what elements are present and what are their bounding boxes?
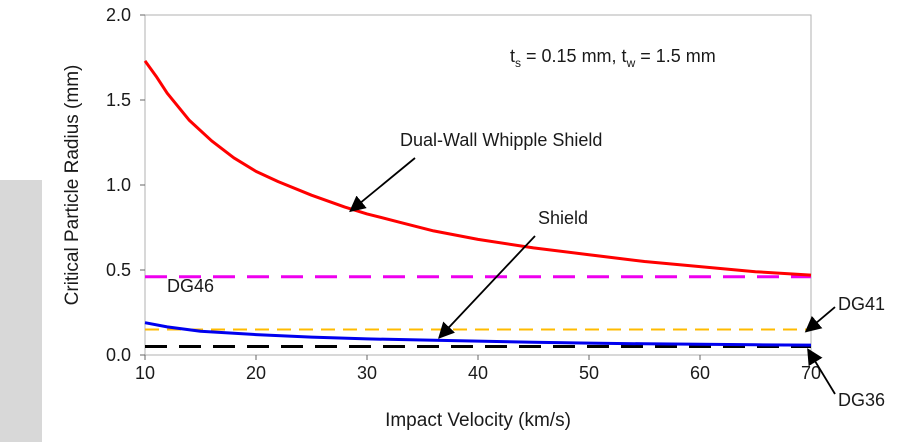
y-tick-label: 2.0 [106,5,131,25]
y-tick-label: 1.5 [106,90,131,110]
plot-area [144,14,812,356]
x-tick-label: 10 [135,363,155,383]
side-panel [0,180,42,442]
annotation-dg46-label: DG46 [167,276,214,296]
params-mid: = 0.15 mm, t [521,46,627,66]
arrow-whipple [349,157,416,213]
series-line-shield [144,321,812,347]
x-tick-label: 40 [468,363,488,383]
x-tick-label: 60 [690,363,710,383]
arrow-dg36 [807,348,836,395]
x-tick-label: 20 [246,363,266,383]
annotation-dg36-label: DG36 [838,390,885,410]
reference-lines [145,275,811,348]
params-suffix: = 1.5 mm [635,46,716,66]
params-label: ts = 0.15 mm, tw = 1.5 mm [510,46,716,70]
x-tick-label: 30 [357,363,377,383]
params-sub2: w [626,56,636,70]
annotation-dg41-label: DG41 [838,294,885,314]
arrow-dg41 [804,306,836,333]
params-prefix: t [510,46,515,66]
x-axis-label: Impact Velocity (km/s) [385,410,571,431]
params-sub1: s [515,56,521,70]
annotation-arrows [349,157,836,395]
x-tick-label: 70 [801,363,821,383]
y-tick-label: 0.5 [106,260,131,280]
x-tick-label: 50 [579,363,599,383]
ticks: 10 20 30 40 50 60 70 0.0 0.5 1.0 1.5 2.0 [106,5,821,383]
y-axis-label: Critical Particle Radius (mm) [62,65,83,306]
annotation-shield-label: Shield [538,208,588,228]
arrow-shield [438,235,536,339]
annotation-whipple-label: Dual-Wall Whipple Shield [400,130,602,150]
y-tick-label: 0.0 [106,345,131,365]
y-tick-label: 1.0 [106,175,131,195]
